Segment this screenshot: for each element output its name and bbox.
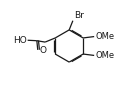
Text: HO: HO — [13, 36, 27, 45]
Text: OMe: OMe — [95, 32, 114, 41]
Text: O: O — [39, 46, 46, 55]
Text: Br: Br — [74, 11, 84, 20]
Text: OMe: OMe — [95, 51, 114, 60]
